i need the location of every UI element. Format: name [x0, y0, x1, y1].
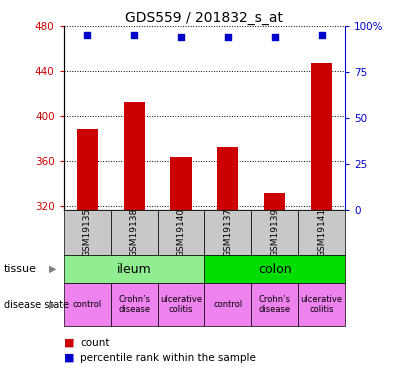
- Text: ■: ■: [64, 353, 74, 363]
- Bar: [311, 63, 332, 210]
- Text: ▶: ▶: [48, 300, 56, 310]
- Bar: [64, 283, 111, 326]
- Bar: [264, 193, 285, 210]
- Bar: [157, 210, 205, 255]
- Bar: [76, 129, 98, 210]
- Text: control: control: [213, 300, 242, 309]
- Text: GSM19140: GSM19140: [176, 208, 185, 257]
- Title: GDS559 / 201832_s_at: GDS559 / 201832_s_at: [125, 11, 284, 25]
- Text: percentile rank within the sample: percentile rank within the sample: [80, 353, 256, 363]
- Text: Crohn’s
disease: Crohn’s disease: [118, 295, 150, 314]
- Bar: [252, 210, 298, 255]
- Bar: [171, 158, 192, 210]
- Bar: [252, 283, 298, 326]
- Bar: [205, 210, 252, 255]
- Text: colon: colon: [258, 262, 292, 276]
- Text: GSM19137: GSM19137: [224, 208, 233, 257]
- Point: [272, 34, 278, 40]
- Text: GSM19135: GSM19135: [83, 208, 92, 257]
- Bar: [124, 102, 145, 210]
- Point: [84, 33, 90, 39]
- Bar: [205, 283, 252, 326]
- Bar: [157, 283, 205, 326]
- Text: ileum: ileum: [117, 262, 152, 276]
- Bar: [64, 210, 111, 255]
- Bar: [205, 255, 345, 283]
- Text: ■: ■: [64, 338, 74, 348]
- Bar: [298, 283, 345, 326]
- Bar: [64, 255, 204, 283]
- Text: control: control: [72, 300, 102, 309]
- Text: tissue: tissue: [4, 264, 37, 274]
- Text: GSM19138: GSM19138: [129, 208, 139, 257]
- Text: count: count: [80, 338, 110, 348]
- Bar: [111, 210, 157, 255]
- Text: ulcerative
colitis: ulcerative colitis: [301, 295, 343, 314]
- Point: [131, 33, 137, 39]
- Text: GSM19141: GSM19141: [317, 208, 326, 257]
- Text: disease state: disease state: [4, 300, 69, 310]
- Text: ulcerative
colitis: ulcerative colitis: [160, 295, 202, 314]
- Point: [319, 33, 325, 39]
- Bar: [111, 283, 157, 326]
- Bar: [217, 147, 238, 210]
- Point: [178, 34, 184, 40]
- Text: ▶: ▶: [48, 264, 56, 274]
- Bar: [298, 210, 345, 255]
- Text: Crohn’s
disease: Crohn’s disease: [259, 295, 291, 314]
- Point: [225, 34, 231, 40]
- Text: GSM19139: GSM19139: [270, 208, 279, 257]
